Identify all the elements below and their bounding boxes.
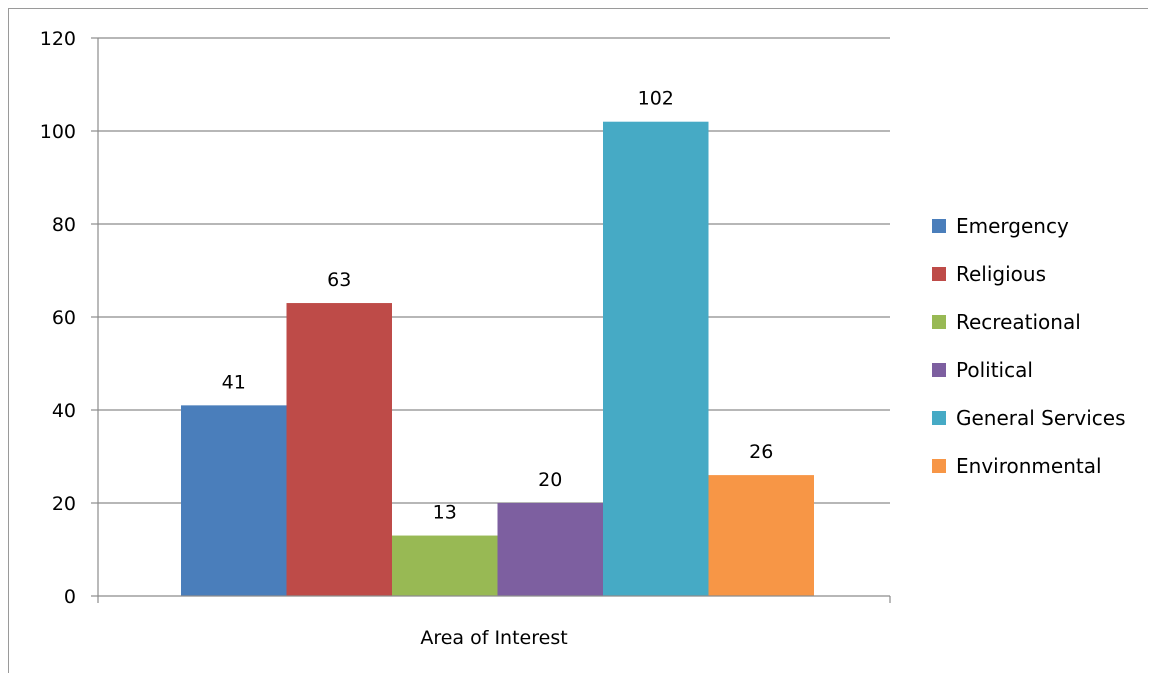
legend-label: General Services (956, 406, 1126, 430)
legend-label: Emergency (956, 214, 1069, 238)
legend-label: Recreational (956, 310, 1081, 334)
data-label: 41 (222, 371, 246, 393)
legend-label: Political (956, 358, 1033, 382)
legend-label: Environmental (956, 454, 1102, 478)
legend: Emergency Religious Recreational Political G… (932, 214, 1126, 478)
y-tick-label: 60 (52, 307, 76, 329)
bar-emergency (181, 405, 287, 596)
data-label: 63 (327, 269, 351, 291)
y-tick-label: 100 (40, 121, 76, 143)
bar-general-services (603, 122, 709, 596)
y-tick-label: 20 (52, 493, 76, 515)
data-label: 26 (749, 441, 773, 463)
bar-recreational (392, 536, 498, 596)
legend-swatch (932, 315, 946, 329)
y-axis-ticks: 0 20 40 60 80 100 120 (40, 28, 98, 608)
bar-political (498, 503, 604, 596)
legend-swatch (932, 411, 946, 425)
legend-item: Emergency (932, 214, 1069, 238)
data-label: 13 (433, 502, 457, 524)
data-label: 20 (538, 469, 562, 491)
bar-religious (287, 303, 393, 596)
y-tick-label: 0 (64, 586, 76, 608)
y-tick-label: 40 (52, 400, 76, 422)
data-label: 102 (638, 88, 674, 110)
legend-label: Religious (956, 262, 1046, 286)
legend-item: Environmental (932, 454, 1102, 478)
legend-swatch (932, 219, 946, 233)
legend-item: Religious (932, 262, 1046, 286)
legend-item: General Services (932, 406, 1126, 430)
legend-swatch (932, 267, 946, 281)
y-tick-label: 80 (52, 214, 76, 236)
legend-swatch (932, 363, 946, 377)
legend-item: Political (932, 358, 1033, 382)
x-axis-categories: Area of Interest (420, 627, 567, 649)
legend-swatch (932, 459, 946, 473)
x-category-label: Area of Interest (420, 627, 567, 649)
bar-environmental (709, 475, 815, 596)
legend-item: Recreational (932, 310, 1081, 334)
bars (181, 122, 814, 596)
y-tick-label: 120 (40, 28, 76, 50)
